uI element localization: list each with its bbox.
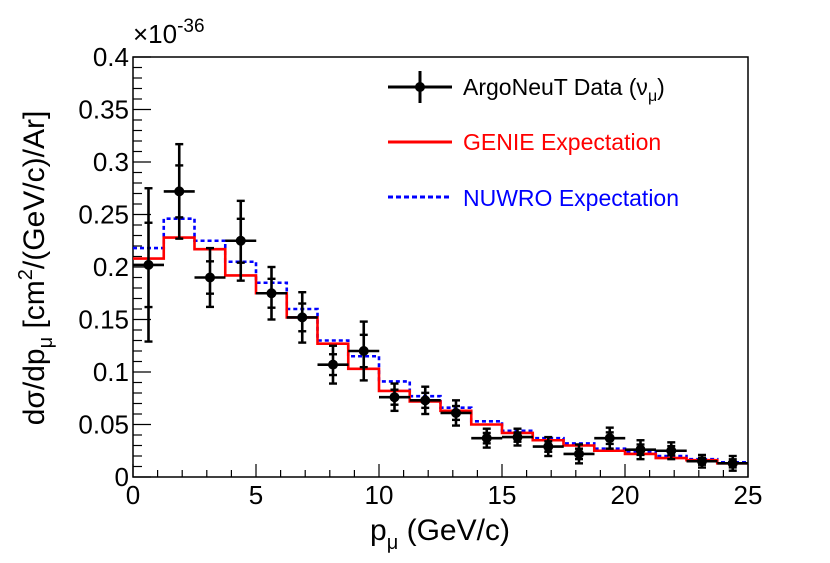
data-marker — [543, 441, 554, 452]
data-point — [348, 320, 380, 382]
data-point — [409, 385, 441, 416]
data-point — [163, 142, 195, 240]
y-tick-label: 0.4 — [93, 42, 129, 72]
y-tick-label: 0 — [115, 462, 129, 492]
x-axis-tick-labels: 0 5 10 15 20 25 — [126, 480, 763, 510]
data-point — [440, 399, 472, 427]
data-marker — [604, 433, 615, 444]
x-tick-label: 25 — [734, 480, 763, 510]
data-marker — [358, 346, 369, 356]
legend-entry-nuwro: NUWRO Expectation — [388, 185, 679, 211]
x-tick-label: 15 — [488, 480, 517, 510]
data-marker — [143, 259, 154, 270]
data-point — [502, 427, 533, 447]
genie-step-line — [133, 236, 748, 465]
data-marker — [235, 235, 246, 246]
data-point — [532, 435, 564, 458]
data-marker — [297, 312, 308, 323]
legend: ArgoNeuT Data (νμ) GENIE Expectation NUW… — [388, 71, 679, 211]
y-tick-label: 0.05 — [78, 410, 129, 440]
x-tick-label: 20 — [611, 480, 640, 510]
data-marker — [635, 444, 646, 455]
data-point — [717, 454, 749, 472]
legend-genie-label: GENIE Expectation — [463, 129, 661, 155]
data-point — [256, 265, 287, 321]
data-marker — [204, 272, 215, 283]
data-point — [625, 439, 656, 461]
data-marker — [666, 445, 677, 456]
data-point — [655, 441, 687, 461]
data-point — [471, 427, 503, 449]
data-marker — [573, 448, 584, 459]
data-point — [225, 199, 257, 282]
data-marker — [327, 359, 338, 370]
y-axis-title: dσ/dpμ [cm2/(GeV/c)/Ar] — [15, 111, 57, 426]
y-tick-label: 0.3 — [93, 147, 129, 177]
x-tick-label: 10 — [365, 480, 394, 510]
data-marker — [266, 288, 277, 299]
y-tick-label: 0.25 — [78, 200, 129, 230]
data-marker — [174, 186, 185, 197]
data-series — [133, 142, 749, 472]
x-axis-title: pμ (GeV/c) — [370, 514, 510, 554]
data-point — [133, 187, 164, 343]
y-axis-exponent: ×10-36 — [133, 16, 205, 49]
data-point — [686, 453, 718, 469]
data-marker — [512, 432, 523, 443]
data-point — [317, 344, 349, 385]
legend-data-marker — [415, 82, 425, 92]
legend-entry-data: ArgoNeuT Data (νμ) — [388, 71, 665, 105]
x-tick-label: 5 — [249, 480, 263, 510]
y-tick-label: 0.35 — [78, 95, 129, 125]
genie-series — [133, 236, 748, 465]
x-tick-label: 0 — [126, 480, 140, 510]
data-point — [594, 426, 626, 450]
data-marker — [481, 433, 492, 444]
y-axis-ticks — [133, 56, 151, 478]
data-marker — [420, 395, 431, 406]
data-marker — [389, 392, 400, 403]
legend-entry-genie: GENIE Expectation — [388, 129, 661, 155]
legend-nuwro-label: NUWRO Expectation — [463, 185, 679, 211]
y-axis-tick-labels: 0 0.05 0.1 0.15 0.2 0.25 0.3 0.35 0.4 — [78, 42, 129, 492]
legend-data-label: ArgoNeuT Data (νμ) — [463, 74, 665, 105]
y-tick-label: 0.1 — [93, 357, 129, 387]
x-axis-ticks — [132, 464, 749, 477]
y-tick-label: 0.15 — [78, 305, 129, 335]
data-marker — [696, 456, 707, 467]
data-point — [379, 382, 410, 413]
data-point — [286, 291, 318, 344]
data-marker — [450, 407, 461, 418]
data-marker — [727, 458, 738, 469]
y-tick-label: 0.2 — [93, 252, 129, 282]
data-point — [563, 443, 595, 465]
data-point — [194, 246, 226, 309]
